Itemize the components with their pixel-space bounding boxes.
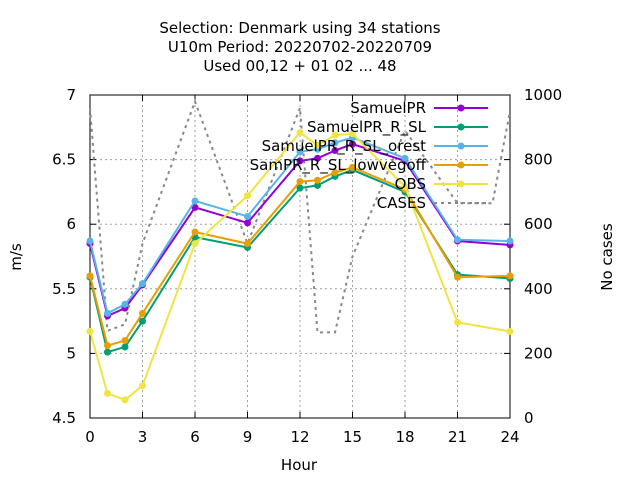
legend-marker (457, 161, 465, 169)
series-point (121, 300, 129, 308)
x-tick-label: 21 (448, 428, 467, 446)
y2-tick-label: 1000 (524, 86, 562, 104)
series-point (139, 317, 146, 325)
series-point (296, 157, 304, 165)
legend-label: SamPR_R_SL_lowvegoff (250, 156, 427, 175)
series-point (104, 342, 111, 350)
series-point (244, 240, 251, 248)
y-tick-label: 4.5 (52, 409, 76, 427)
y2-tick-label: 600 (524, 215, 553, 233)
x-tick-label: 15 (343, 428, 362, 446)
series-point (314, 154, 321, 162)
series-point (191, 240, 199, 248)
series-point (244, 192, 251, 200)
series-point (331, 169, 339, 177)
series-point (139, 280, 146, 288)
series-point (191, 203, 199, 211)
y2-tick-label: 200 (524, 344, 553, 362)
series-point (121, 396, 129, 404)
series-point (121, 343, 129, 351)
series-point (191, 197, 199, 205)
series-point (296, 148, 304, 156)
y2-tick-label: 400 (524, 280, 553, 298)
y-tick-label: 6.5 (52, 151, 76, 169)
x-axis-label: Hour (281, 456, 318, 474)
series-point (139, 309, 146, 317)
series-point (506, 272, 514, 280)
y-axis-label: m/s (7, 243, 25, 271)
series-point (506, 237, 514, 245)
series-point (191, 228, 199, 236)
series-point (314, 176, 321, 184)
legend-marker (457, 123, 465, 131)
series-point (314, 181, 321, 189)
x-tick-label: 12 (290, 428, 309, 446)
series-point (86, 237, 94, 245)
series-point (86, 327, 94, 335)
y-tick-label: 5.5 (52, 280, 76, 298)
series-point (401, 183, 409, 191)
series-point (401, 154, 409, 162)
title-line-3: Used 00,12 + 01 02 ... 48 (203, 57, 396, 75)
legend-label: SamuelPR (350, 99, 426, 117)
legend-marker (457, 180, 465, 188)
series-point (296, 184, 304, 192)
legend-label: SamuelPR_R_SL_orest (262, 137, 427, 156)
title-line-1: Selection: Denmark using 34 stations (159, 19, 440, 37)
legend-label: OBS (395, 175, 426, 193)
grid (90, 95, 510, 418)
series-point (244, 219, 251, 227)
series-point (121, 336, 129, 344)
legend: SamuelPRSamuelPR_R_SLSamuelPR_R_SL_orest… (250, 99, 488, 212)
x-tick-label: 6 (190, 428, 200, 446)
title-line-2: U10m Period: 20220702-20220709 (168, 38, 432, 56)
series-point (454, 273, 461, 281)
series-point (139, 382, 146, 390)
series-point (454, 318, 461, 326)
series-point (349, 130, 356, 138)
y2-tick-label: 0 (524, 409, 534, 427)
y-tick-label: 7 (66, 86, 76, 104)
x-tick-label: 24 (500, 428, 519, 446)
x-tick-label: 9 (243, 428, 253, 446)
series-point (104, 348, 111, 356)
axes: 0 3 6 9 12 15 18 21 24 4.5 5 5.5 6 6.5 7 0 200 400 600 800 1… (52, 86, 562, 446)
series-point (244, 212, 251, 220)
series-point (314, 141, 321, 149)
y-tick-label: 5 (66, 344, 76, 362)
x-tick-label: 3 (138, 428, 148, 446)
series-point (506, 327, 514, 335)
y-tick-label: 6 (66, 215, 76, 233)
legend-label: CASES (377, 194, 426, 212)
series-point (331, 131, 339, 139)
series-point (296, 178, 304, 186)
series-point (454, 236, 461, 244)
chart-title: Selection: Denmark using 34 stations U10… (159, 19, 440, 75)
series-point (104, 389, 111, 397)
series-point (104, 309, 111, 317)
y2-tick-label: 800 (524, 151, 553, 169)
legend-marker (457, 104, 465, 112)
legend-label: SamuelPR_R_SL (307, 118, 427, 137)
y2-axis-label: No cases (598, 223, 616, 291)
series-point (349, 140, 356, 148)
series-point (331, 147, 339, 155)
x-tick-label: 0 (85, 428, 95, 446)
series-point (331, 139, 339, 147)
legend-marker (457, 142, 465, 150)
series-point (349, 163, 356, 171)
x-tick-label: 18 (395, 428, 414, 446)
series-point (296, 128, 304, 136)
series-layer (86, 128, 514, 404)
series-point (86, 272, 94, 280)
